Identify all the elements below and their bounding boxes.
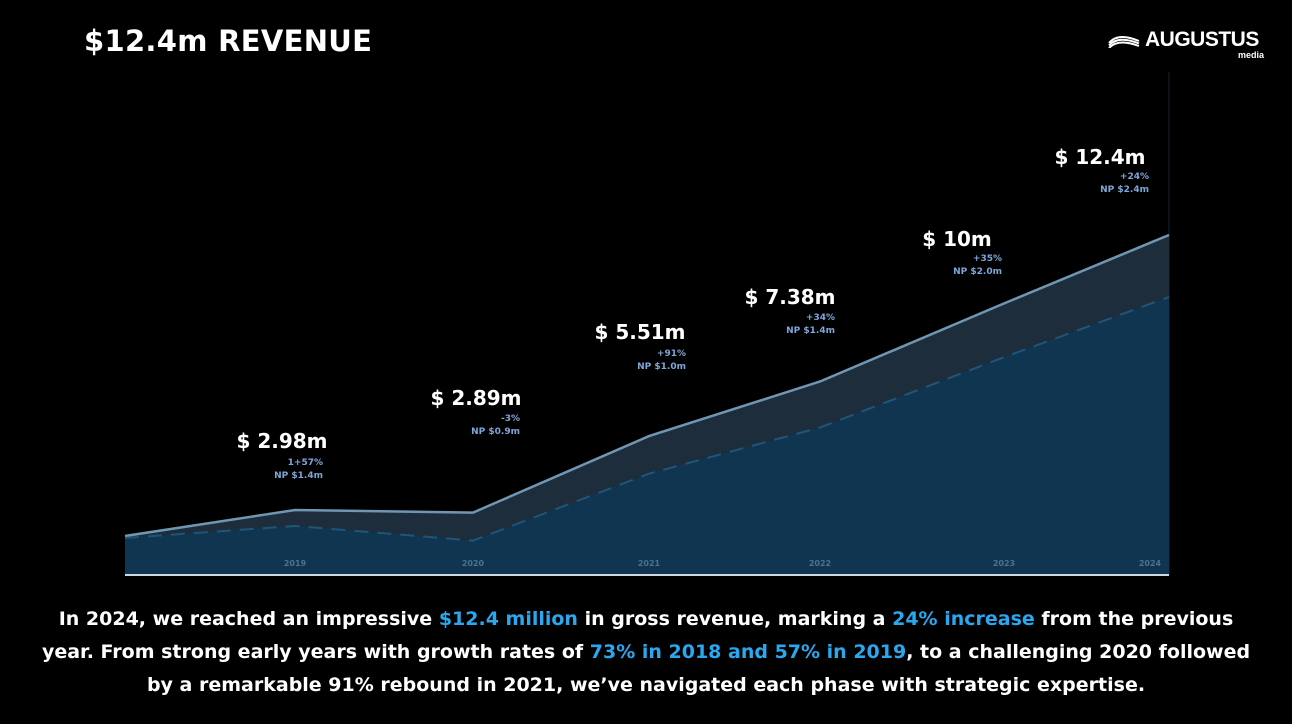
wave-lines-icon [1108,36,1140,48]
x-tick-label-2022: 2022 [809,559,831,568]
augustus-media-logo: AUGUSTUS media [1108,28,1268,62]
caption-highlight-increase: 24% increase [892,608,1035,630]
logo-wordmark: AUGUSTUS [1145,28,1259,51]
net-profit-label-2023: NP $2.0m [953,267,1002,277]
x-tick-label-2020: 2020 [462,559,485,568]
value-label-2024: $ 12.4m [1054,145,1145,169]
net-profit-area [125,297,1169,575]
growth-label-2024: +24% [1120,172,1149,182]
logo-subtitle: media [1237,50,1264,60]
net-profit-label-2021: NP $1.0m [637,362,686,372]
summary-caption: In 2024, we reached an impressive $12.4 … [40,603,1252,702]
slide-title: $12.4m REVENUE [84,24,373,58]
caption-highlight-growth: 73% in 2018 and 57% in 2019 [589,641,907,663]
growth-label-2021: +91% [657,349,686,359]
x-axis-ticks: 2019 2020 2021 2022 2023 2024 [284,559,1162,568]
growth-label-2020: -3% [501,414,520,424]
net-profit-label-2019: NP $1.4m [274,471,323,481]
growth-label-2019: 1+57% [288,458,323,468]
caption-text-1: In 2024, we reached an impressive [58,608,439,630]
net-profit-label-2020: NP $0.9m [471,427,520,437]
value-label-2023: $ 10m [922,227,992,251]
x-tick-label-2019: 2019 [284,559,307,568]
x-tick-label-2023: 2023 [993,559,1015,568]
x-tick-label-2024: 2024 [1139,559,1162,568]
value-label-2020: $ 2.89m [430,386,521,410]
growth-label-2022: +34% [806,313,835,323]
net-profit-label-2024: NP $2.4m [1100,185,1149,195]
caption-text-2: in gross revenue, marking a [577,608,893,630]
net-profit-label-2022: NP $1.4m [786,326,835,336]
revenue-area-chart: 2019 2020 2021 2022 2023 2024 $ 2.98m 1+57% NP … [124,72,1170,576]
caption-highlight-revenue: $12.4 million [438,608,578,630]
caption-text-3: from the previous year. From strong earl… [41,608,1234,663]
net-profit-line [124,296,1170,542]
growth-label-2023: +35% [973,254,1002,264]
data-labels: $ 2.98m 1+57% NP $1.4m $ 2.89m -3% NP $0.9m $ … [236,145,1149,481]
value-label-2022: $ 7.38m [744,285,835,309]
x-tick-label-2021: 2021 [638,559,661,568]
revenue-line [124,233,1170,538]
value-label-2019: $ 2.98m [236,429,327,453]
value-label-2021: $ 5.51m [594,320,685,344]
caption-text-4: , to a challenging 2020 followed by a re… [146,641,1251,696]
